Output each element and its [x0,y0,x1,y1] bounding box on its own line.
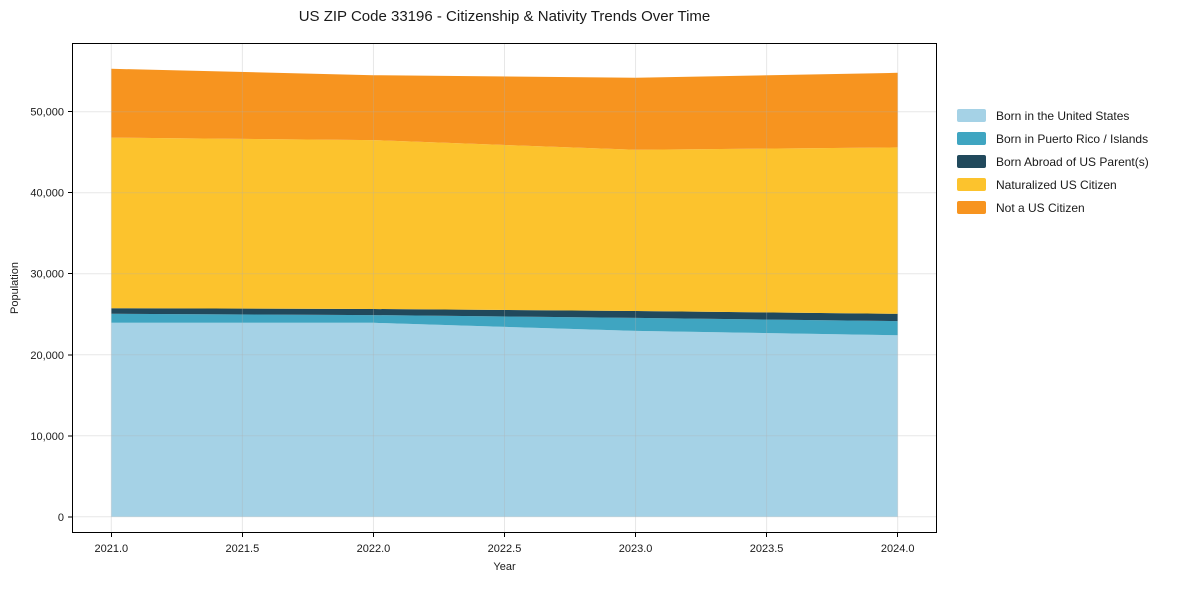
axes-frame [72,43,937,533]
legend-swatch-icon [957,109,986,122]
legend-item-born-abroad-of-us-parent-s: Born Abroad of US Parent(s) [957,150,1149,173]
x-tick-label: 2023.5 [750,543,784,555]
legend-label: Born in the United States [996,108,1130,123]
y-axis-label: Population [9,262,21,314]
x-tick-label: 2021.5 [226,543,260,555]
legend-item-not-a-us-citizen: Not a US Citizen [957,196,1149,219]
y-tick-label: 20,000 [30,350,64,362]
area-born-in-puerto-rico-islands [111,313,898,336]
x-tick-label: 2024.0 [881,543,915,555]
area-born-in-the-united-states [111,322,898,517]
x-tick-label: 2022.5 [488,543,522,555]
x-tick-label: 2022.0 [357,543,391,555]
y-tick-label: 40,000 [30,188,64,200]
legend-item-naturalized-us-citizen: Naturalized US Citizen [957,173,1149,196]
area-born-abroad-of-us-parent-s [111,308,898,322]
y-tick-label: 0 [58,512,64,524]
legend-swatch-icon [957,178,986,191]
legend: Born in the United States Born in Puerto … [957,104,1149,219]
legend-label: Born Abroad of US Parent(s) [996,154,1149,169]
y-tick-label: 50,000 [30,107,64,119]
y-tick-label: 10,000 [30,431,64,443]
x-axis-label: Year [493,561,516,573]
area-naturalized-us-citizen [111,137,898,314]
chart-title: US ZIP Code 33196 - Citizenship & Nativi… [298,8,711,25]
legend-swatch-icon [957,201,986,214]
x-tick-label: 2021.0 [94,543,128,555]
legend-label: Not a US Citizen [996,200,1085,215]
legend-label: Born in Puerto Rico / Islands [996,131,1149,146]
y-tick-label: 30,000 [30,269,64,281]
area-not-a-us-citizen [111,68,898,150]
legend-item-born-in-puerto-rico-islands: Born in Puerto Rico / Islands [957,127,1149,150]
legend-swatch-icon [957,132,986,145]
legend-swatch-icon [957,155,986,168]
legend-label: Naturalized US Citizen [996,177,1117,192]
legend-item-born-in-the-united-states: Born in the United States [957,104,1149,127]
x-tick-label: 2023.0 [619,543,653,555]
